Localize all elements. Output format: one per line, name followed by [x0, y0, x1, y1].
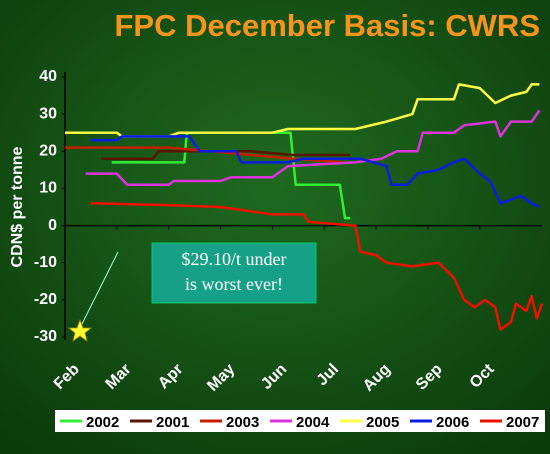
y-tick-label: 0: [48, 217, 57, 234]
legend-label: 2006: [436, 414, 469, 431]
y-tick-label: -30: [34, 328, 57, 345]
star-marker: [67, 318, 93, 342]
y-tick-label: 30: [39, 105, 57, 122]
legend-label: 2007: [506, 414, 539, 431]
y-tick-label: 10: [39, 180, 57, 197]
y-axis-label: CDN$ per tonne: [9, 146, 26, 267]
annotation-line: is worst ever!: [185, 274, 283, 294]
annotation-leader: [81, 251, 119, 325]
y-tick-label: -10: [34, 254, 57, 271]
legend-label: 2001: [156, 414, 189, 431]
legend-label: 2004: [296, 414, 330, 431]
legend: [55, 410, 545, 432]
series-line: [90, 135, 540, 209]
annotation-line: $29.10/t under: [182, 249, 287, 269]
chart-title: FPC December Basis: CWRS: [114, 8, 540, 43]
annotation-box: [151, 242, 317, 304]
legend-label: 2005: [366, 414, 399, 431]
y-tick-label: 20: [39, 143, 57, 160]
series-line: [85, 109, 541, 186]
y-tick-label: -20: [34, 291, 57, 308]
y-tick-label: 40: [39, 68, 57, 85]
legend-label: 2002: [86, 414, 119, 431]
legend-label: 2003: [226, 414, 259, 431]
series-line: [90, 202, 544, 331]
